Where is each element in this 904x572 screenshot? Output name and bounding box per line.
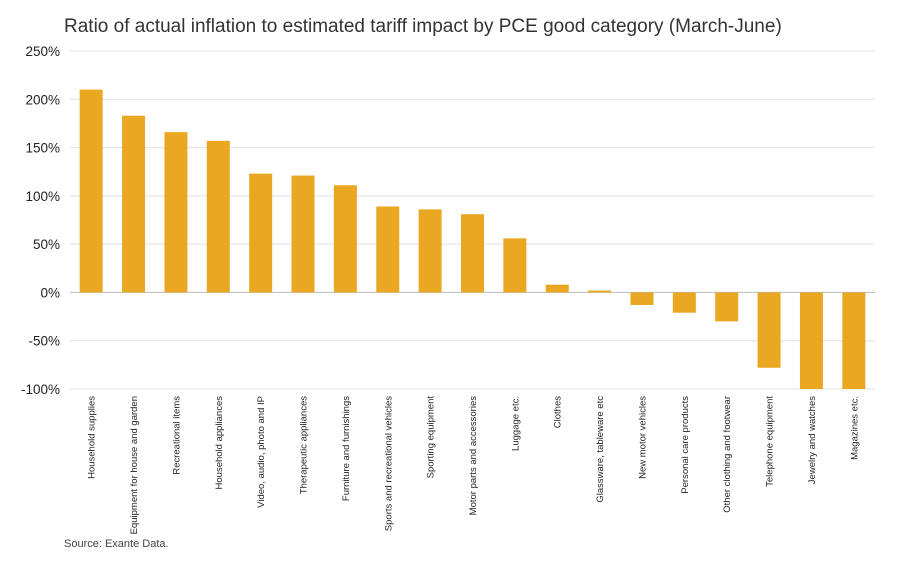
y-tick-label: 50% bbox=[33, 237, 60, 252]
x-category-label: Recreational items bbox=[171, 396, 182, 475]
bar bbox=[291, 175, 315, 293]
bar bbox=[545, 284, 569, 293]
bar bbox=[249, 173, 273, 293]
x-category-label: Jewelry and watches bbox=[807, 396, 818, 484]
y-tick-label: -50% bbox=[28, 334, 60, 349]
bar bbox=[461, 214, 484, 293]
x-category-label: Household supplies bbox=[87, 396, 98, 479]
bar bbox=[715, 292, 739, 322]
y-tick-label: 100% bbox=[25, 189, 60, 204]
bar bbox=[503, 238, 527, 293]
bar bbox=[672, 292, 696, 313]
x-category-label: Equipment for house and garden bbox=[129, 396, 140, 534]
x-category-label: Other clothing and footwear bbox=[722, 396, 733, 513]
source-note: Source: Exante Data. bbox=[64, 538, 169, 550]
bar bbox=[206, 140, 230, 293]
x-category-label: Clothes bbox=[553, 396, 564, 428]
bar bbox=[122, 115, 146, 293]
x-category-label: Sports and recreational vehicles bbox=[383, 396, 394, 531]
x-category-label: Therapeutic appliances bbox=[299, 396, 310, 494]
x-category-label: New motor vehicles bbox=[637, 396, 648, 479]
y-tick-label: 200% bbox=[25, 92, 60, 107]
x-category-label: Personal care products bbox=[680, 396, 691, 494]
bar bbox=[630, 292, 654, 305]
y-tick-label: 0% bbox=[40, 285, 60, 300]
y-tick-label: 250% bbox=[25, 44, 60, 59]
x-category-label: Household appliances bbox=[214, 396, 225, 490]
x-category-label: Motor parts and accessories bbox=[468, 396, 479, 516]
bar bbox=[842, 292, 866, 389]
x-category-label: Magazines etc. bbox=[849, 396, 860, 460]
bar bbox=[376, 206, 400, 293]
bar bbox=[79, 89, 103, 293]
x-category-label: Video, audio, photo and IP bbox=[256, 396, 267, 508]
x-category-label: Luggage etc. bbox=[510, 396, 521, 451]
bar bbox=[799, 292, 823, 389]
chart-title: Ratio of actual inflation to estimated t… bbox=[64, 16, 782, 37]
x-category-label: Furniture and furnishings bbox=[341, 396, 352, 501]
bar bbox=[588, 290, 612, 293]
bar bbox=[757, 292, 781, 368]
y-tick-label: -100% bbox=[21, 382, 60, 397]
x-category-label: Telephone equipment bbox=[765, 396, 776, 487]
x-category-label: Glassware, tableware etc bbox=[595, 396, 606, 503]
bar bbox=[333, 185, 357, 293]
x-category-label: Sporting equipment bbox=[426, 396, 437, 479]
y-tick-label: 150% bbox=[25, 141, 60, 156]
bar bbox=[418, 209, 442, 293]
bar bbox=[164, 132, 188, 293]
